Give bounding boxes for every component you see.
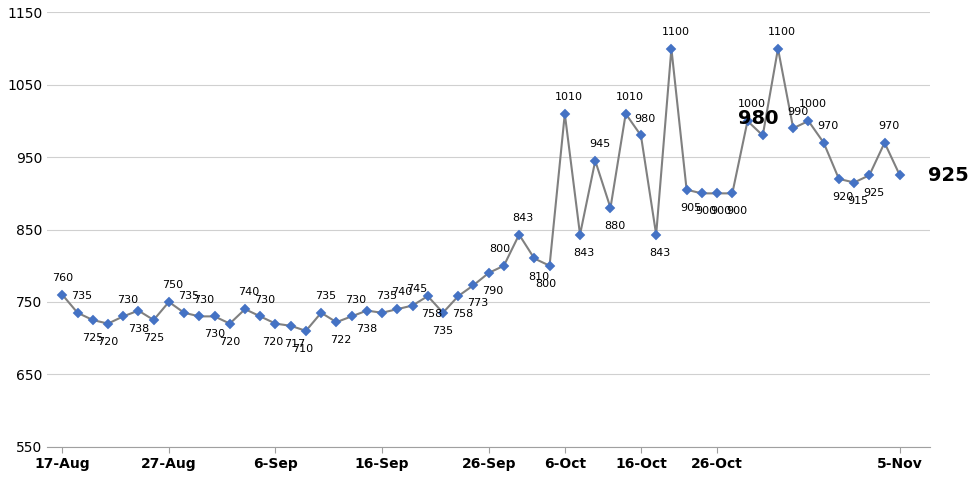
Text: 720: 720 (262, 337, 283, 347)
Text: 773: 773 (467, 298, 488, 308)
Text: 843: 843 (513, 213, 534, 223)
Text: 735: 735 (375, 291, 397, 301)
Text: 1100: 1100 (662, 27, 690, 37)
Text: 720: 720 (97, 337, 119, 347)
Text: 880: 880 (604, 221, 625, 231)
Text: 740: 740 (238, 287, 260, 297)
Text: 730: 730 (204, 329, 225, 339)
Text: 900: 900 (696, 206, 716, 217)
Text: 758: 758 (452, 309, 473, 319)
Text: 758: 758 (421, 309, 443, 319)
Text: 1010: 1010 (555, 92, 583, 102)
Text: 1000: 1000 (799, 99, 826, 109)
Text: 735: 735 (177, 291, 199, 301)
Text: 1010: 1010 (615, 92, 644, 102)
Text: 810: 810 (528, 272, 549, 282)
Text: 738: 738 (356, 324, 377, 334)
Text: 900: 900 (710, 206, 732, 217)
Text: 710: 710 (293, 344, 314, 354)
Text: 720: 720 (220, 337, 240, 347)
Text: 925: 925 (863, 188, 884, 198)
Text: 800: 800 (535, 279, 556, 289)
Text: 735: 735 (432, 326, 454, 336)
Text: 980: 980 (738, 109, 779, 128)
Text: 920: 920 (832, 192, 854, 202)
Text: 925: 925 (928, 166, 969, 185)
Text: 730: 730 (345, 295, 367, 304)
Text: 800: 800 (489, 244, 511, 254)
Text: 843: 843 (650, 248, 671, 258)
Text: 735: 735 (72, 291, 92, 301)
Text: 970: 970 (878, 121, 900, 131)
Text: 740: 740 (391, 287, 412, 297)
Text: 730: 730 (193, 295, 214, 304)
Text: 945: 945 (589, 139, 610, 149)
Text: 915: 915 (848, 196, 869, 206)
Text: 790: 790 (482, 286, 504, 296)
Text: 722: 722 (330, 335, 351, 345)
Text: 750: 750 (163, 280, 183, 290)
Text: 760: 760 (52, 273, 73, 283)
Text: 730: 730 (117, 295, 138, 304)
Text: 735: 735 (315, 291, 336, 301)
Text: 970: 970 (817, 121, 839, 131)
Text: 843: 843 (573, 248, 595, 258)
Text: 990: 990 (787, 107, 808, 117)
Text: 725: 725 (143, 333, 165, 343)
Text: 738: 738 (127, 324, 149, 334)
Text: 1000: 1000 (738, 99, 765, 109)
Text: 745: 745 (406, 284, 427, 294)
Text: 717: 717 (284, 339, 306, 349)
Text: 730: 730 (254, 295, 275, 304)
Text: 725: 725 (82, 333, 103, 343)
Text: 1100: 1100 (768, 27, 796, 37)
Text: 900: 900 (726, 206, 747, 217)
Text: 980: 980 (634, 114, 656, 124)
Text: 905: 905 (680, 203, 702, 213)
